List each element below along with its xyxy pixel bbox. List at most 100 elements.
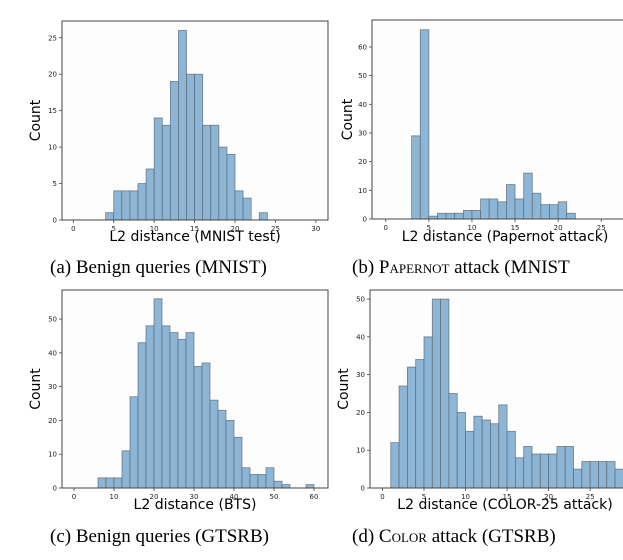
- histogram-bar: [589, 461, 599, 489]
- x-tick-label: 25: [271, 225, 280, 233]
- histogram-bar: [273, 480, 283, 489]
- caption-suffix: attack (MNIST: [449, 257, 570, 278]
- x-tick-label: 0: [71, 225, 75, 233]
- histogram-bar: [411, 135, 421, 220]
- x-tick-label: 15: [511, 224, 520, 232]
- x-tick-label: 0: [384, 224, 388, 232]
- x-tick-label: 15: [190, 225, 199, 233]
- histogram-bar: [137, 183, 147, 221]
- histogram-bar: [573, 468, 583, 489]
- x-tick-label: 30: [311, 225, 320, 233]
- histogram-bar: [549, 204, 559, 220]
- caption-method-name: Color: [379, 526, 427, 547]
- y-tick-label: 0: [363, 216, 367, 224]
- panel-c: 0 10 20 30 40 50 60 0 10 20 30 40 50 L2 distance (BTS…: [28, 289, 329, 547]
- y-tick-label: 0: [361, 485, 365, 493]
- caption: (d) Color attack (GTSRB): [352, 526, 556, 547]
- caption-prefix: (b): [352, 257, 379, 278]
- histogram-bar: [488, 198, 499, 220]
- caption: (c) Benign queries (GTSRB): [50, 526, 269, 547]
- x-tick-label: 10: [150, 225, 159, 233]
- histogram-bar: [145, 168, 155, 221]
- histogram-bar: [598, 461, 608, 489]
- x-tick-label: 0: [380, 493, 384, 501]
- histogram-bar: [210, 124, 220, 221]
- histogram-bar: [440, 298, 450, 489]
- histogram-bar: [186, 73, 195, 221]
- y-tick-label: 20: [356, 409, 365, 417]
- histogram-bar: [481, 419, 491, 489]
- histogram-bar: [241, 467, 251, 489]
- y-tick-label: 30: [356, 371, 365, 379]
- histogram-bar: [557, 201, 568, 220]
- x-tick-label: 0: [72, 493, 76, 501]
- x-axis-label: L2 distance (COLOR-25 attack): [397, 497, 612, 513]
- histogram-bar: [226, 153, 236, 221]
- histogram-bar: [258, 212, 268, 221]
- histogram-bar: [506, 184, 516, 220]
- x-tick-label: 5: [422, 493, 426, 501]
- x-tick-label: 25: [597, 224, 606, 232]
- histogram-bar: [113, 190, 123, 221]
- y-tick-label: 50: [48, 316, 57, 324]
- histogram-bar: [462, 209, 473, 220]
- histogram-bar: [121, 450, 131, 489]
- caption-prefix: (c) Benign queries (GTSRB): [50, 526, 269, 547]
- histogram-bar: [217, 409, 227, 489]
- x-tick-label: 5: [427, 224, 431, 232]
- histogram-bar: [398, 385, 408, 489]
- histogram-bar: [281, 484, 291, 489]
- histogram-bar: [419, 29, 430, 220]
- histogram-bar: [566, 212, 576, 220]
- histogram-bar: [606, 461, 616, 489]
- histogram-bar: [556, 446, 566, 489]
- histogram-bar: [193, 365, 203, 489]
- x-tick-label: 10: [468, 224, 477, 232]
- histogram-bar: [137, 342, 147, 489]
- x-tick-label: 20: [554, 224, 563, 232]
- plot-area: [372, 20, 623, 219]
- caption-prefix: (a) Benign queries (MNIST): [50, 257, 267, 278]
- histogram-bar: [185, 332, 195, 489]
- y-axis-label: Count: [28, 99, 44, 141]
- y-tick-label: 0: [53, 485, 57, 493]
- histogram-bar: [113, 477, 123, 489]
- histogram-bar: [497, 201, 507, 220]
- histogram-bar: [540, 204, 550, 220]
- histogram-bar: [437, 212, 447, 220]
- histogram-bar: [129, 190, 139, 221]
- axes-frame: [61, 289, 329, 489]
- caption-method-name: Papernot: [379, 257, 450, 278]
- histogram-bar: [121, 190, 131, 221]
- histogram-bar: [531, 192, 542, 220]
- x-tick-label: 50: [270, 493, 279, 501]
- histogram-bar: [234, 190, 244, 221]
- caption: (a) Benign queries (MNIST): [50, 257, 267, 278]
- histogram-bar: [581, 461, 591, 489]
- histogram-bar: [548, 453, 558, 489]
- histogram-bar: [448, 393, 458, 489]
- y-tick-label: 10: [48, 144, 57, 152]
- histogram-bar: [153, 117, 163, 221]
- histogram-bar: [218, 146, 228, 221]
- histogram-bar: [202, 124, 212, 221]
- x-tick-label: 25: [586, 493, 595, 501]
- x-tick-label: 30: [190, 493, 199, 501]
- histogram-bar: [169, 81, 179, 221]
- axes-frame: [61, 20, 329, 221]
- histogram-bar: [161, 325, 171, 489]
- x-tick-label: 10: [110, 493, 119, 501]
- y-tick-label: 50: [358, 72, 367, 80]
- histogram-bar: [514, 457, 525, 489]
- histogram-bar: [242, 197, 252, 221]
- histogram-bar: [161, 124, 171, 221]
- histogram-bar: [523, 172, 533, 220]
- y-tick-label: 30: [358, 129, 367, 137]
- histogram-bar: [209, 399, 219, 489]
- caption-suffix: attack (GTSRB): [427, 526, 556, 547]
- y-tick-label: 25: [48, 34, 57, 42]
- histogram-bar: [145, 325, 155, 489]
- histogram-bar: [423, 336, 433, 489]
